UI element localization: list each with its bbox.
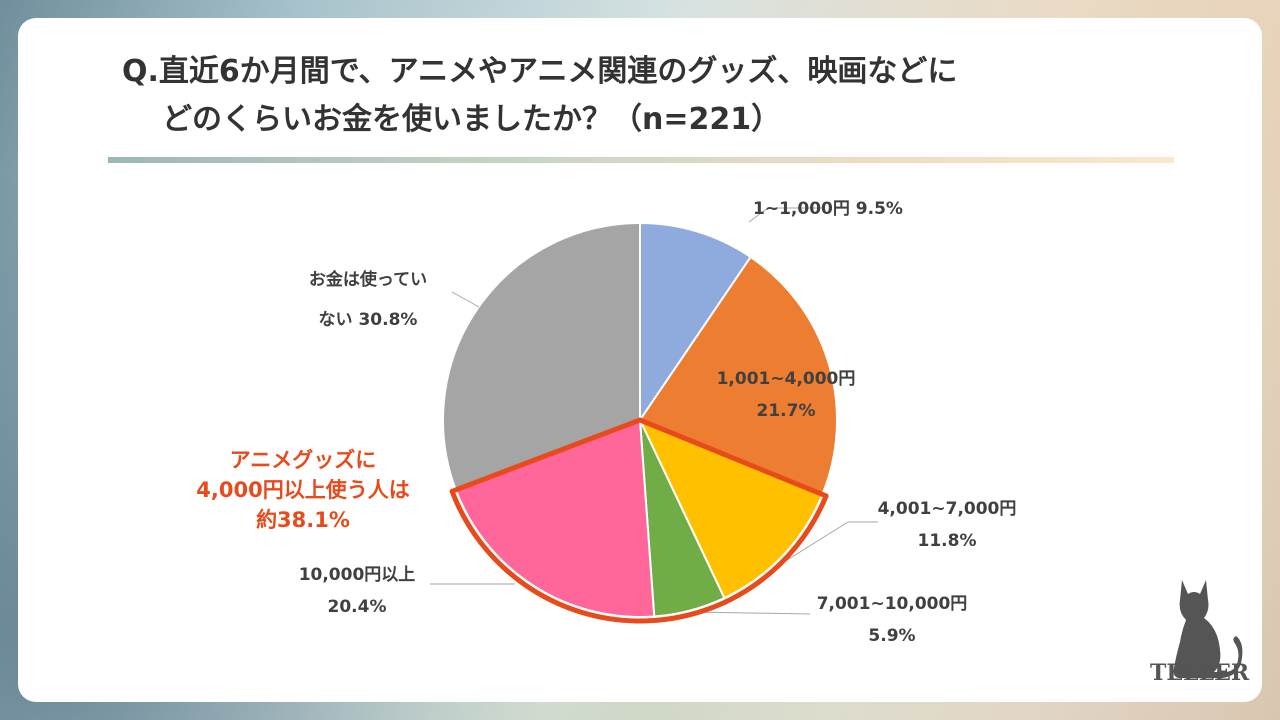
highlight-callout-line-2: 4,000円以上使う人は: [196, 478, 409, 502]
leader-line-1: [748, 207, 822, 223]
slice-label-2-name: 1,001~4,000円: [717, 369, 856, 389]
slice-label-3-value: 11.8%: [918, 531, 977, 551]
slice-label-4-value: 5.9%: [868, 626, 915, 646]
slice-labels: 1~1,000円 9.5% 1,001~4,000円 21.7% 4,001~7,00…: [299, 199, 1017, 646]
slice-label-5-name: 10,000円以上: [299, 565, 416, 585]
leader-line-3: [775, 521, 878, 568]
brand-logo-text: TELLER: [1150, 660, 1250, 686]
slice-label-4-name: 7,001~10,000円: [817, 594, 968, 614]
slice-label-6-value: ない 30.8%: [319, 310, 418, 330]
chart-title: Q.直近6か月間で、アニメやアニメ関連のグッズ、映画などに どのくらいお金を使い…: [122, 48, 1102, 144]
highlight-callout-line-3: 約38.1%: [256, 508, 350, 532]
title-line-2: どのくらいお金を使いましたか？（n=221）: [162, 102, 782, 137]
title-line-1: Q.直近6か月間で、アニメやアニメ関連のグッズ、映画などに: [122, 54, 958, 89]
leader-line-4: [691, 611, 811, 615]
slice-label-2-value: 21.7%: [757, 401, 816, 421]
leader-line-6: [451, 291, 480, 308]
pie-slice-3: [637, 418, 824, 600]
title-divider: [108, 157, 1174, 163]
pie-slice-2: [638, 255, 838, 496]
slice-label-3-name: 4,001~7,000円: [878, 499, 1017, 519]
pie-slice-5: [454, 418, 656, 618]
pie-slice-1: [639, 221, 753, 424]
highlight-outline: [449, 417, 829, 624]
highlight-outline-path: [449, 417, 829, 624]
cat-silhouette-icon: [1173, 580, 1243, 678]
slice-label-6-name: お金は使ってい: [309, 269, 427, 290]
slice-label-5-value: 20.4%: [328, 597, 387, 617]
highlight-callout-line-1: アニメグッズに: [230, 448, 377, 472]
slice-label-1: 1~1,000円 9.5%: [753, 199, 903, 219]
leader-lines: [430, 207, 878, 615]
pie-slice-6: [442, 221, 641, 492]
pie-slices: [442, 221, 838, 618]
